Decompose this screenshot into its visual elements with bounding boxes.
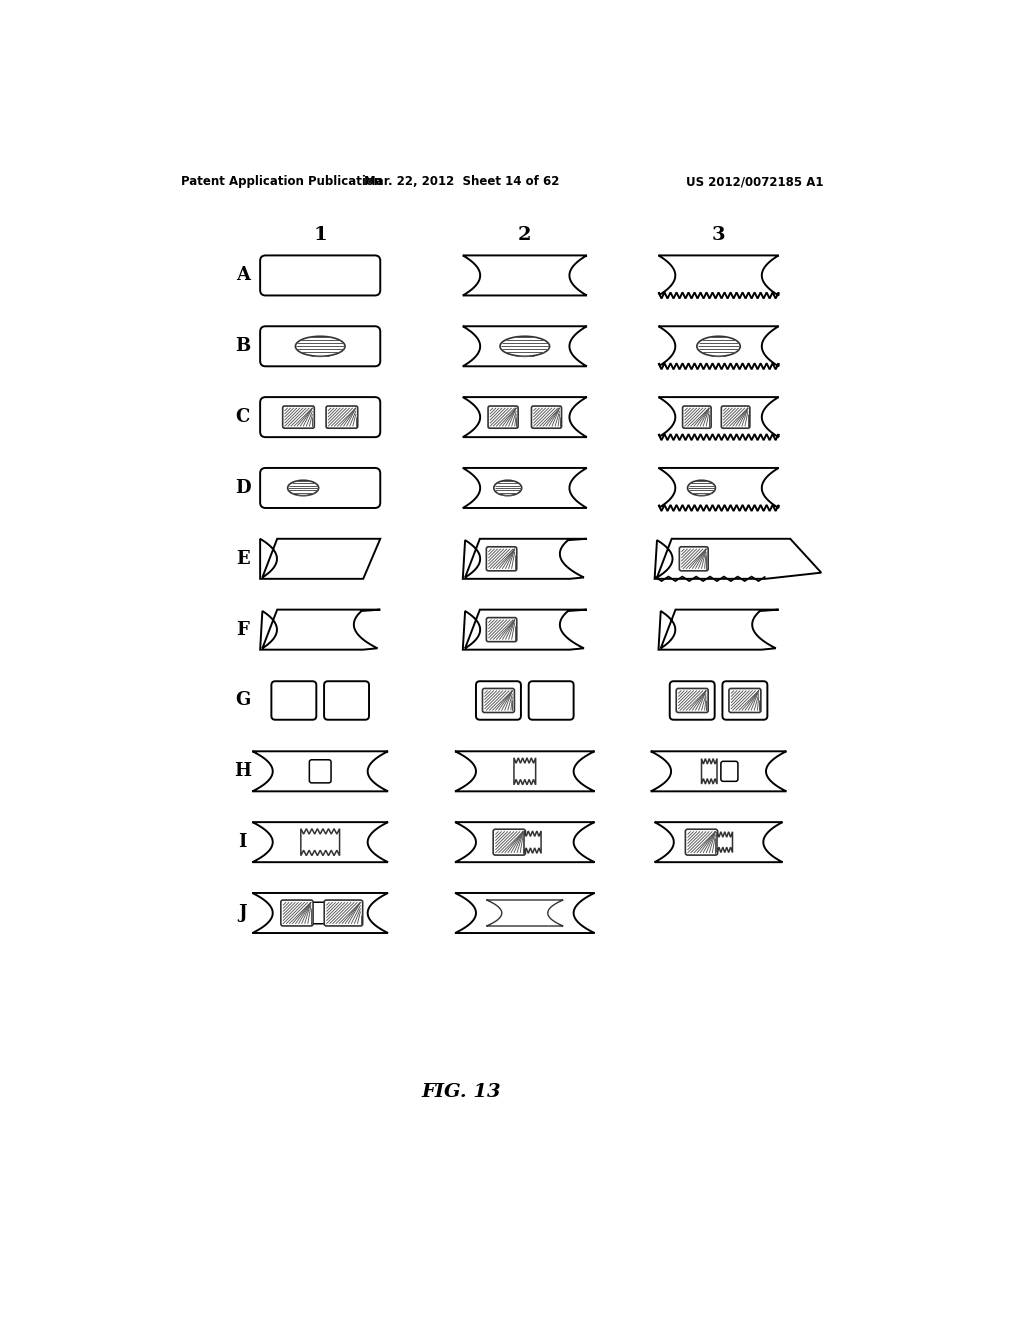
Polygon shape bbox=[658, 256, 778, 298]
Polygon shape bbox=[658, 469, 778, 511]
Polygon shape bbox=[455, 822, 595, 862]
Polygon shape bbox=[455, 892, 595, 933]
FancyBboxPatch shape bbox=[482, 689, 514, 713]
Polygon shape bbox=[463, 256, 587, 296]
Polygon shape bbox=[463, 397, 587, 437]
Text: G: G bbox=[236, 692, 250, 709]
Text: 2: 2 bbox=[518, 227, 531, 244]
Polygon shape bbox=[252, 751, 388, 792]
Polygon shape bbox=[650, 751, 786, 792]
FancyBboxPatch shape bbox=[486, 618, 517, 642]
Polygon shape bbox=[463, 469, 587, 508]
FancyBboxPatch shape bbox=[676, 689, 709, 713]
FancyBboxPatch shape bbox=[488, 407, 518, 428]
FancyBboxPatch shape bbox=[311, 903, 330, 924]
Polygon shape bbox=[260, 539, 380, 579]
FancyBboxPatch shape bbox=[281, 900, 313, 925]
Text: 3: 3 bbox=[712, 227, 725, 244]
FancyBboxPatch shape bbox=[271, 681, 316, 719]
Text: B: B bbox=[236, 338, 250, 355]
Text: A: A bbox=[236, 267, 250, 284]
Polygon shape bbox=[658, 610, 778, 649]
Polygon shape bbox=[486, 900, 563, 927]
FancyBboxPatch shape bbox=[325, 900, 362, 925]
FancyBboxPatch shape bbox=[679, 546, 709, 570]
Text: Mar. 22, 2012  Sheet 14 of 62: Mar. 22, 2012 Sheet 14 of 62 bbox=[364, 176, 559, 187]
Text: 1: 1 bbox=[313, 227, 327, 244]
FancyBboxPatch shape bbox=[260, 326, 380, 367]
FancyBboxPatch shape bbox=[721, 407, 750, 428]
FancyBboxPatch shape bbox=[260, 397, 380, 437]
Text: H: H bbox=[234, 763, 251, 780]
Polygon shape bbox=[455, 751, 595, 792]
FancyBboxPatch shape bbox=[283, 407, 314, 428]
FancyBboxPatch shape bbox=[260, 256, 380, 296]
Polygon shape bbox=[260, 610, 380, 649]
Polygon shape bbox=[717, 832, 732, 853]
Polygon shape bbox=[463, 610, 587, 649]
FancyBboxPatch shape bbox=[685, 829, 718, 855]
FancyBboxPatch shape bbox=[722, 681, 767, 719]
Polygon shape bbox=[252, 822, 388, 862]
Polygon shape bbox=[252, 892, 388, 933]
Polygon shape bbox=[301, 829, 340, 855]
FancyBboxPatch shape bbox=[729, 689, 761, 713]
Text: C: C bbox=[236, 408, 250, 426]
Polygon shape bbox=[514, 758, 536, 785]
FancyBboxPatch shape bbox=[476, 681, 521, 719]
Text: J: J bbox=[239, 904, 247, 921]
FancyBboxPatch shape bbox=[260, 469, 380, 508]
Polygon shape bbox=[701, 759, 717, 784]
Text: US 2012/0072185 A1: US 2012/0072185 A1 bbox=[686, 176, 823, 187]
Ellipse shape bbox=[500, 337, 550, 356]
Polygon shape bbox=[463, 326, 587, 367]
Ellipse shape bbox=[288, 480, 318, 496]
Polygon shape bbox=[658, 397, 778, 441]
FancyBboxPatch shape bbox=[309, 760, 331, 783]
Ellipse shape bbox=[687, 480, 716, 496]
Polygon shape bbox=[463, 539, 587, 579]
Polygon shape bbox=[658, 326, 778, 370]
FancyBboxPatch shape bbox=[528, 681, 573, 719]
Polygon shape bbox=[654, 539, 821, 579]
Text: Patent Application Publication: Patent Application Publication bbox=[180, 176, 382, 187]
FancyBboxPatch shape bbox=[683, 407, 711, 428]
Polygon shape bbox=[654, 822, 782, 862]
FancyBboxPatch shape bbox=[670, 681, 715, 719]
Text: E: E bbox=[236, 550, 250, 568]
Ellipse shape bbox=[697, 337, 740, 356]
Text: F: F bbox=[237, 620, 249, 639]
Ellipse shape bbox=[295, 337, 345, 356]
Polygon shape bbox=[524, 832, 541, 853]
FancyBboxPatch shape bbox=[486, 546, 517, 570]
Text: D: D bbox=[234, 479, 251, 496]
Text: I: I bbox=[239, 833, 247, 851]
FancyBboxPatch shape bbox=[324, 681, 369, 719]
FancyBboxPatch shape bbox=[494, 829, 525, 855]
FancyBboxPatch shape bbox=[721, 762, 738, 781]
Ellipse shape bbox=[494, 480, 521, 496]
FancyBboxPatch shape bbox=[531, 407, 561, 428]
FancyBboxPatch shape bbox=[326, 407, 357, 428]
Text: FIG. 13: FIG. 13 bbox=[422, 1082, 501, 1101]
